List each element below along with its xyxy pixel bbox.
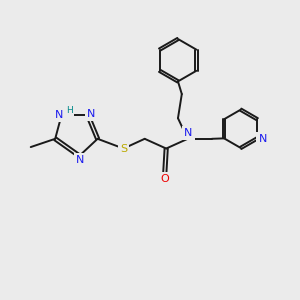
Text: N: N	[55, 110, 63, 120]
Text: N: N	[76, 155, 84, 165]
Text: N: N	[258, 134, 267, 144]
Text: O: O	[160, 174, 169, 184]
Text: N: N	[184, 128, 193, 138]
Text: S: S	[120, 143, 127, 154]
Text: H: H	[66, 106, 73, 115]
Text: N: N	[87, 109, 95, 119]
